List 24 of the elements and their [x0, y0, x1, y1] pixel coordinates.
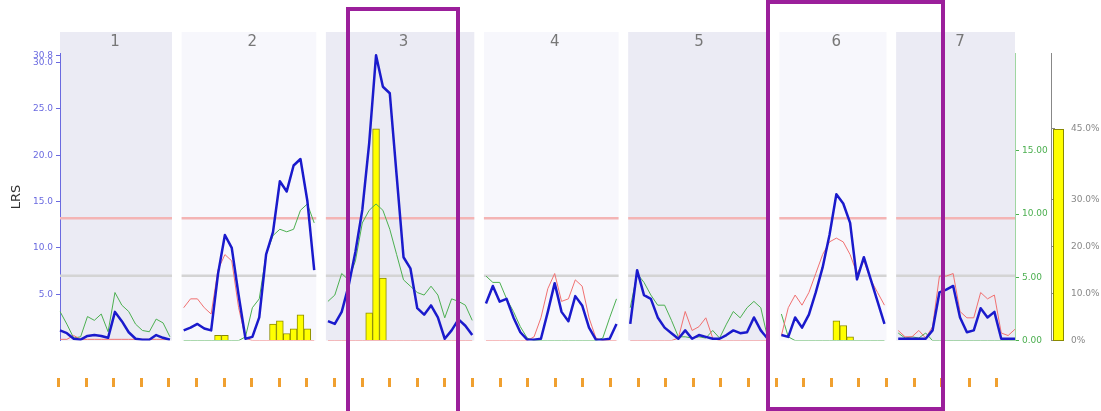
y-axis-title: LRS — [8, 184, 24, 210]
x-tick-label: 3 — [398, 32, 409, 51]
x-tick-label: 1 — [110, 32, 120, 51]
x-tick-label: 7 — [955, 32, 965, 51]
y3-tick-label: 10.0% — [1071, 287, 1101, 298]
y2-tick-label: 5.00 — [1022, 271, 1043, 282]
y-tick-label: 30.8 — [32, 49, 54, 60]
y2-tick-label: 15.00 — [1022, 145, 1049, 156]
y3-tick-label: 20.0% — [1071, 240, 1101, 251]
y-tick-label: 20.0 — [32, 149, 54, 160]
y2-tick-label: 0.00 — [1022, 334, 1043, 345]
x-tick-label: 5 — [694, 32, 704, 51]
y-tick-label: 25.0 — [32, 103, 54, 114]
x-tick-label: 4 — [549, 32, 560, 51]
y3-tick-label: 30.0% — [1071, 193, 1101, 204]
y-tick-label: 15.0 — [32, 195, 54, 206]
y2-tick-label: 10.00 — [1022, 208, 1049, 219]
x-tick-label: 6 — [831, 32, 842, 51]
x-tick-label: 2 — [247, 32, 258, 51]
y3-tick-label: 0% — [1071, 334, 1086, 345]
y-tick-label: 30.0 — [32, 57, 54, 68]
y-tick-label: 10.0 — [32, 242, 54, 253]
y3-tick-label: 45.0% — [1071, 123, 1101, 134]
y-tick-label: 5.0 — [38, 288, 54, 299]
